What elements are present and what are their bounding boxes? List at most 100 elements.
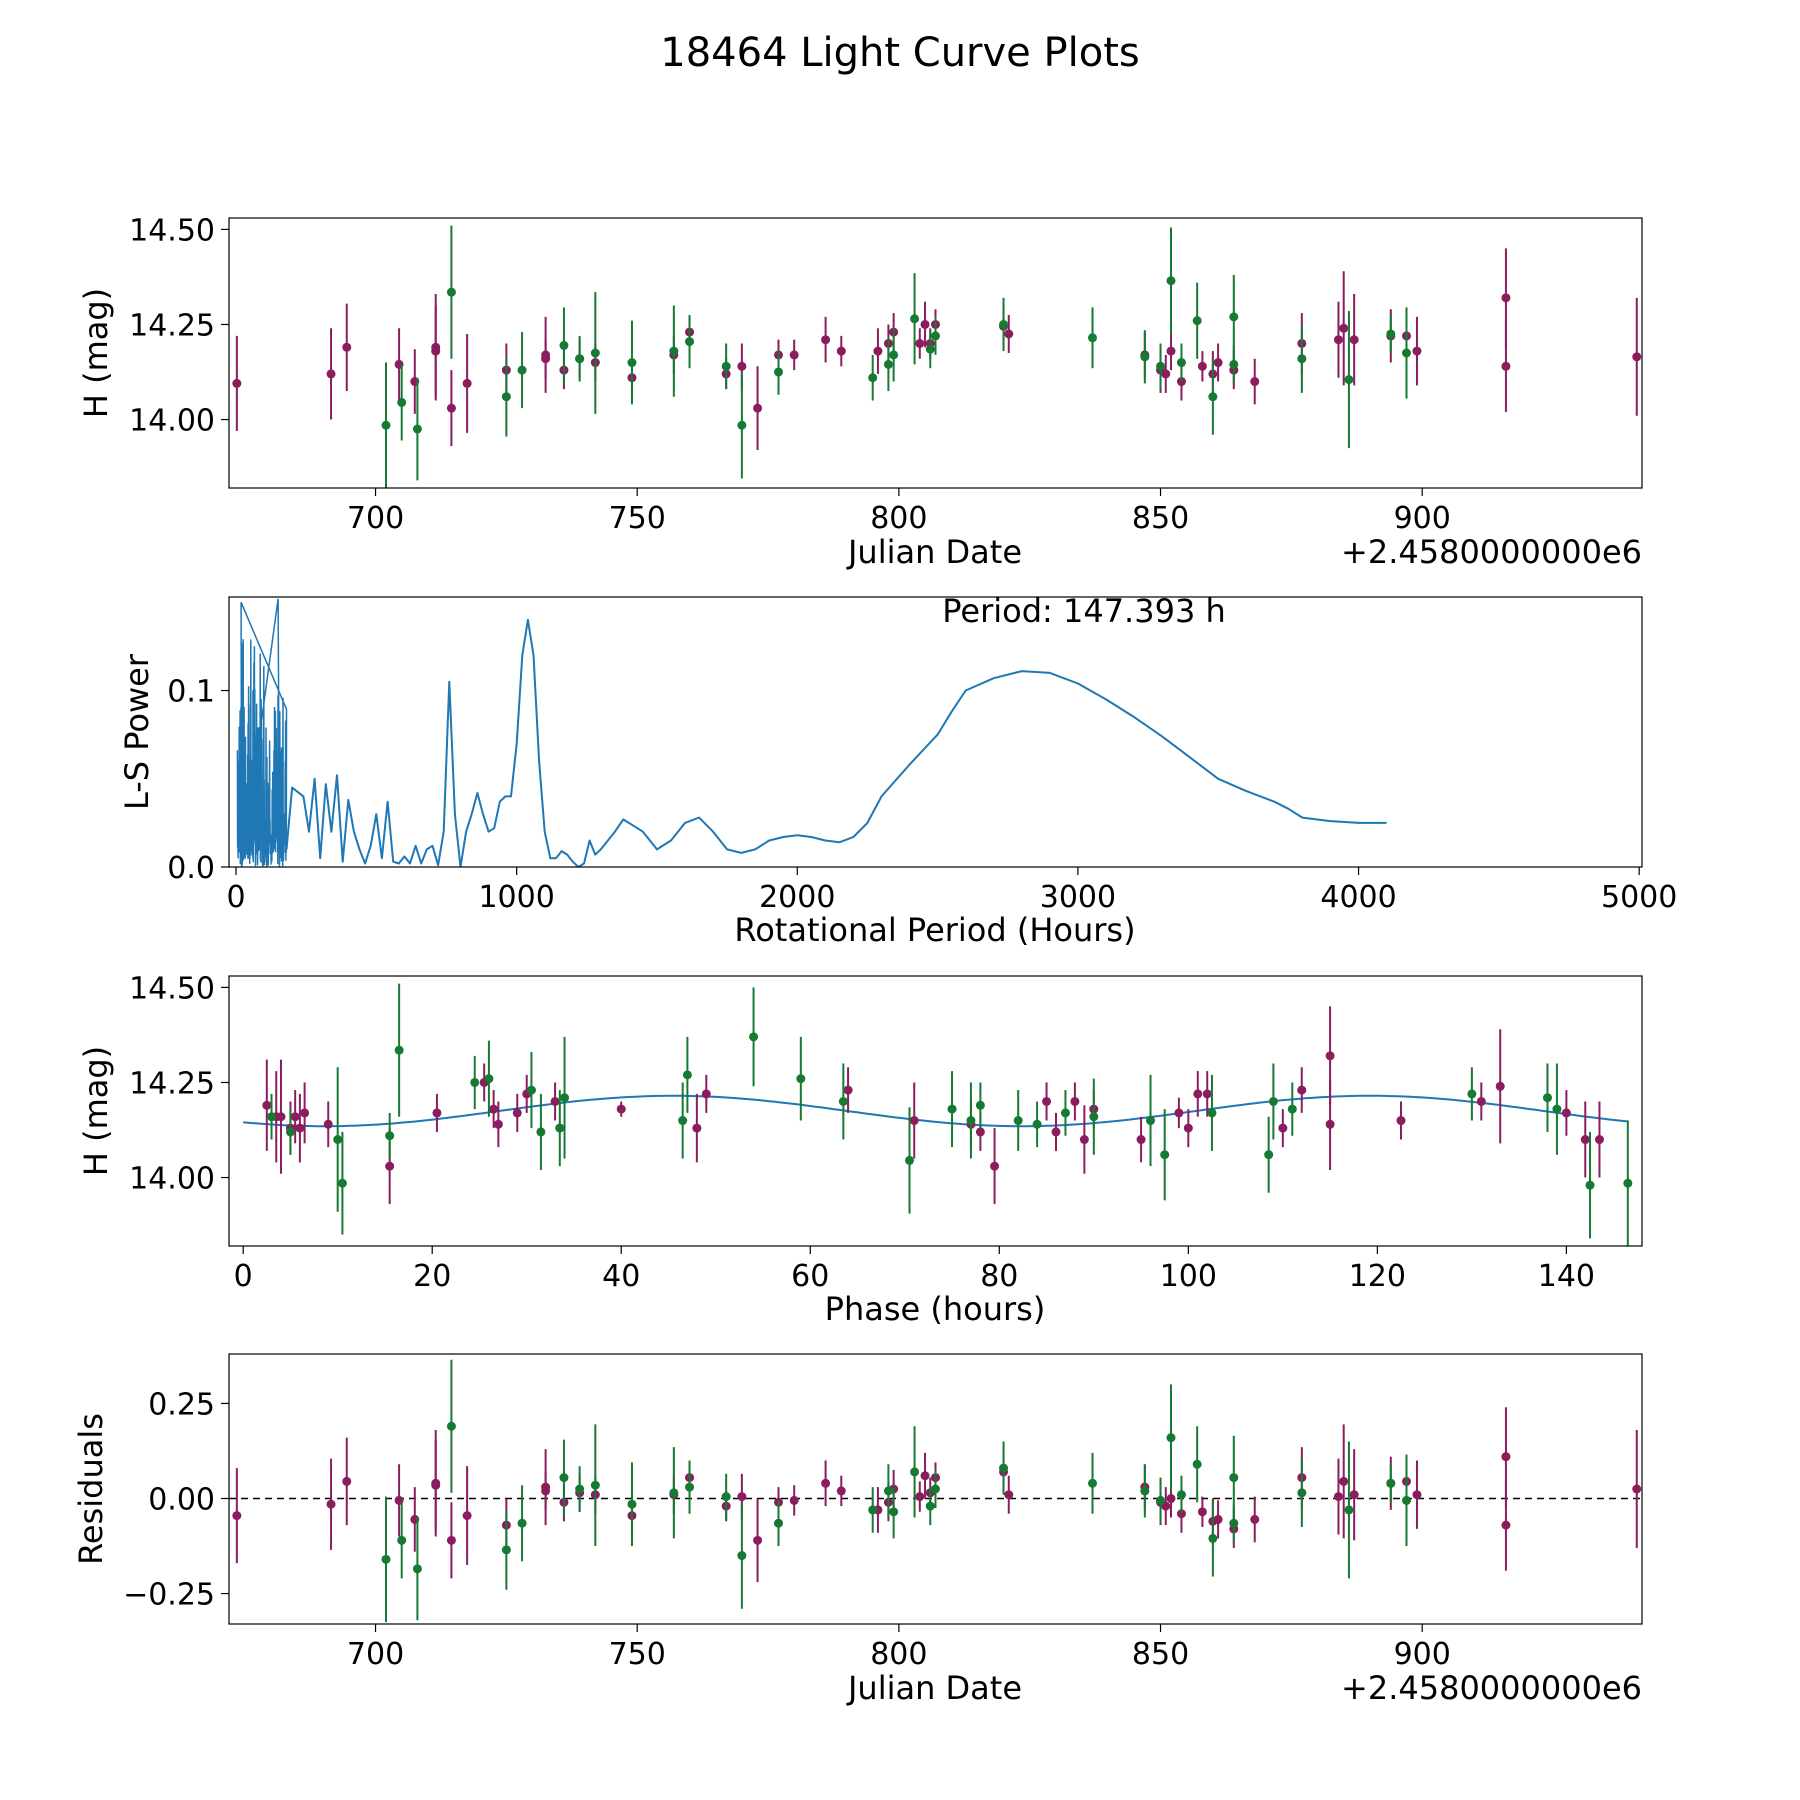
residuals-point: [431, 1480, 441, 1490]
phased-point: [394, 1045, 404, 1055]
lightcurve-point: [836, 346, 846, 356]
lightcurve-point: [685, 337, 695, 347]
periodogram-ylabel: L-S Power: [118, 653, 156, 810]
residuals-point: [232, 1511, 242, 1521]
residuals-point: [737, 1551, 747, 1561]
lightcurve-point: [1208, 392, 1218, 402]
lightcurve-point: [342, 342, 352, 352]
residuals-point: [446, 1421, 456, 1431]
lightcurve-xtick-label: 700: [347, 501, 404, 536]
residuals-point: [789, 1495, 799, 1505]
residuals-point: [397, 1535, 407, 1545]
phased-point: [796, 1074, 806, 1084]
lightcurve-ylabel: H (mag): [77, 288, 115, 418]
lightcurve-point: [774, 367, 783, 377]
lightcurve-point: [1632, 352, 1642, 362]
lightcurve-point: [1386, 329, 1396, 339]
phased-fit-curve: [243, 1094, 1628, 1128]
phased-point: [1160, 1150, 1170, 1160]
phased-ylabel: H (mag): [77, 1046, 115, 1176]
lightcurve-point: [873, 346, 883, 356]
residuals-point: [1213, 1514, 1223, 1524]
lightcurve-point: [559, 340, 569, 350]
residuals-point: [1192, 1459, 1202, 1469]
lightcurve-point: [1156, 361, 1166, 371]
lightcurve-marks: [232, 225, 1642, 488]
panel-residuals: 700 750 800 850 900 −0.25 0.00 0.25 Julian Date…: [72, 1353, 1643, 1707]
residuals-point: [1412, 1490, 1422, 1500]
residuals-ytick-label: −0.25: [123, 1578, 215, 1613]
phased-xtick-label: 100: [1160, 1259, 1217, 1294]
residuals-point: [575, 1484, 585, 1494]
phased-point: [1325, 1051, 1335, 1061]
lightcurve-point: [1349, 335, 1359, 345]
lightcurve-ytick-label: 14.25: [129, 308, 215, 343]
phased-point: [678, 1116, 688, 1126]
residuals-point: [1339, 1476, 1349, 1486]
periodogram-xtick-label: 0: [226, 880, 245, 915]
lightcurve-xlabel: Julian Date: [846, 533, 1022, 571]
lightcurve-point: [627, 358, 637, 368]
lightcurve-point: [501, 392, 511, 402]
residuals-point: [1197, 1507, 1207, 1517]
lightcurve-point: [1192, 316, 1202, 326]
phased-point: [966, 1116, 976, 1126]
periodogram-marks: [236, 598, 1387, 867]
residuals-point: [1250, 1514, 1260, 1524]
lightcurve-point: [821, 335, 831, 345]
phased-point: [905, 1155, 915, 1165]
lightcurve-point: [1213, 358, 1223, 368]
residuals-point: [1161, 1501, 1171, 1511]
phased-xtick-label: 20: [413, 1259, 451, 1294]
residuals-ticks: 700 750 800 850 900 −0.25 0.00 0.25: [123, 1387, 1451, 1672]
phased-xtick-label: 140: [1538, 1259, 1595, 1294]
residuals-point: [721, 1492, 731, 1502]
phased-point: [300, 1108, 310, 1118]
residuals-point: [1344, 1505, 1354, 1515]
phased-point: [262, 1100, 272, 1110]
phased-point: [1325, 1119, 1335, 1129]
phased-point: [682, 1070, 692, 1080]
lightcurve-point: [1297, 354, 1307, 364]
phased-xtick-label: 40: [602, 1259, 640, 1294]
phased-point: [560, 1093, 570, 1103]
phased-point: [749, 1032, 759, 1042]
phased-point: [295, 1123, 305, 1133]
periodogram-line: [285, 618, 1387, 867]
phased-point: [1079, 1135, 1089, 1145]
residuals-ytick-label: 0.00: [148, 1483, 215, 1518]
lightcurve-ytick-label: 14.00: [129, 404, 215, 439]
lightcurve-point: [1344, 375, 1354, 385]
phased-point: [1070, 1096, 1080, 1106]
residuals-xtick-label: 750: [609, 1637, 666, 1672]
phased-point: [1297, 1085, 1307, 1095]
residuals-point: [590, 1480, 600, 1490]
phased-frame: [228, 975, 1643, 1247]
phased-point: [337, 1178, 347, 1188]
lightcurve-point: [1229, 359, 1239, 369]
residuals-point: [1402, 1495, 1411, 1505]
lightcurve-point: [446, 403, 456, 413]
phased-point: [975, 1127, 985, 1137]
phased-point: [1476, 1096, 1486, 1106]
lightcurve-xtick-label: 800: [870, 501, 927, 536]
phased-point: [484, 1074, 494, 1084]
periodogram-xlabel: Rotational Period (Hours): [734, 911, 1135, 949]
residuals-ytick-label: 0.25: [148, 1387, 215, 1422]
phased-ytick-label: 14.25: [129, 1066, 215, 1101]
phased-point: [843, 1085, 853, 1095]
residuals-point: [1333, 1492, 1343, 1502]
lightcurve-point: [232, 378, 242, 388]
residuals-point: [685, 1482, 695, 1492]
residuals-xtick-label: 900: [1394, 1637, 1451, 1672]
lightcurve-point: [1501, 361, 1511, 371]
periodogram-ticks: 0 1000 2000 3000 4000 5000 0.0 0.1: [167, 675, 1677, 915]
phased-point: [838, 1096, 848, 1106]
lightcurve-point: [1161, 369, 1171, 379]
lightcurve-point: [397, 397, 407, 407]
phased-ytick-label: 14.50: [129, 971, 215, 1006]
residuals-point: [412, 1564, 422, 1574]
phased-point: [1552, 1104, 1562, 1114]
lightcurve-point: [1339, 323, 1349, 333]
lightcurve-point: [381, 420, 391, 430]
